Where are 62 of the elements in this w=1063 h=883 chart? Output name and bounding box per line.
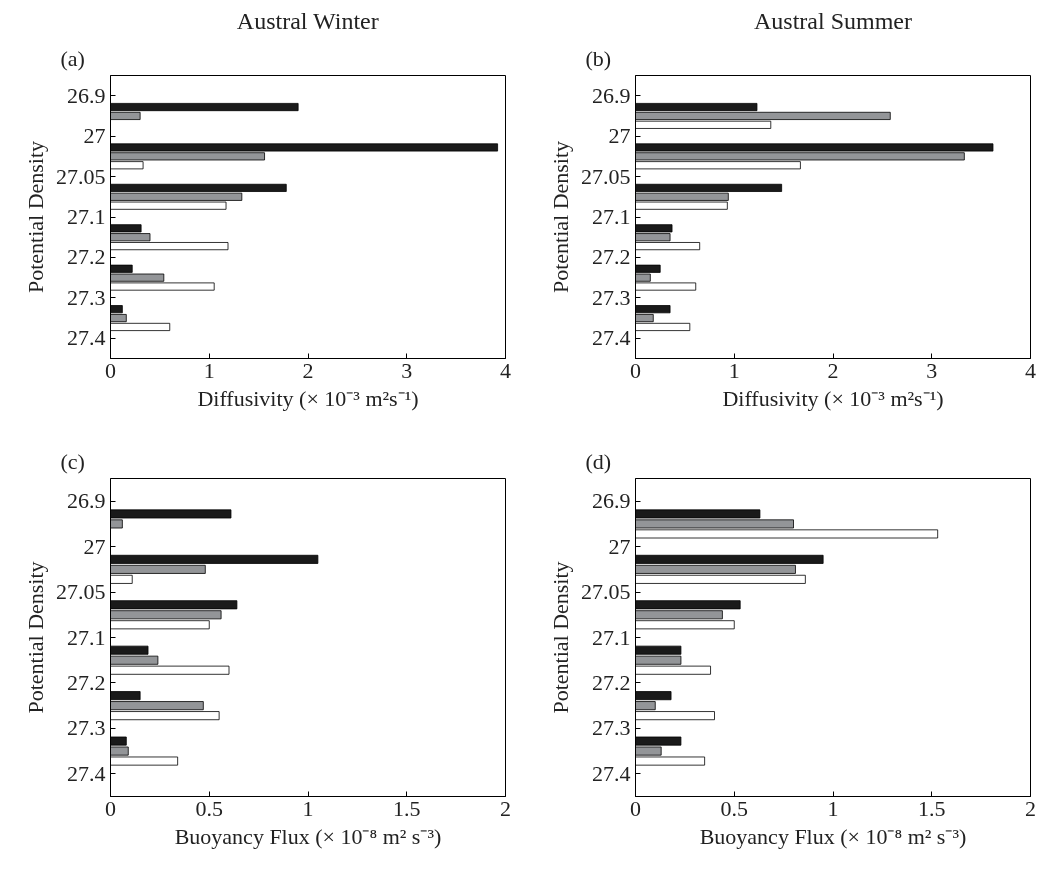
x-tick-label: 1.5 xyxy=(393,795,421,821)
x-tick-label: 3 xyxy=(926,357,938,383)
x-tick-label: 1 xyxy=(827,795,839,821)
y-tick-label: 27.05 xyxy=(581,163,631,189)
y-tick-label: 26.9 xyxy=(67,488,106,514)
y-tick-label: 27.4 xyxy=(592,760,631,786)
x-tick-label: 0.5 xyxy=(195,795,223,821)
y-tick-label: 27.05 xyxy=(581,579,631,605)
x-tick-label: 1 xyxy=(728,357,740,383)
x-axis-title: Buoyancy Flux (× 10⁻⁸ m² s⁻³) xyxy=(699,823,967,849)
chart-title: Austral Winter xyxy=(236,7,379,34)
y-tick-label: 27 xyxy=(83,123,106,149)
y-tick-label: 27.2 xyxy=(67,244,106,270)
x-axis-title: Diffusivity (× 10⁻³ m²s⁻¹) xyxy=(722,385,944,411)
text: (b) xyxy=(585,45,612,71)
y-axis-title: Potential Density xyxy=(548,561,573,714)
y-tick-label: 27.2 xyxy=(592,244,631,270)
y-tick-label: 26.9 xyxy=(592,488,631,514)
y-tick-label: 27.05 xyxy=(56,163,106,189)
chart-title: Austral Summer xyxy=(754,7,912,34)
x-tick-label: 0 xyxy=(105,357,116,383)
y-tick-label: 27 xyxy=(608,533,631,559)
y-tick-label: 27.05 xyxy=(56,579,106,605)
x-tick-label: 4 xyxy=(1025,357,1036,383)
y-axis-title: Potential Density xyxy=(23,561,48,714)
y-tick-label: 26.9 xyxy=(592,82,631,108)
y-tick-label: 27.4 xyxy=(67,760,106,786)
y-tick-label: 27.1 xyxy=(592,204,631,229)
x-tick-label: 1 xyxy=(203,357,215,383)
y-tick-label: 27.1 xyxy=(592,624,631,650)
x-tick-label: 2 xyxy=(500,795,511,821)
x-tick-label: 2 xyxy=(1025,795,1036,821)
text: (c) xyxy=(60,448,85,474)
text: (a) xyxy=(60,45,85,71)
x-tick-label: 0 xyxy=(630,357,641,383)
x-tick-label: 2 xyxy=(827,357,839,383)
x-axis-title: Buoyancy Flux (× 10⁻⁸ m² s⁻³) xyxy=(174,823,442,849)
y-tick-label: 27 xyxy=(608,123,631,149)
y-tick-label: 27.3 xyxy=(592,284,631,310)
x-tick-label: 1.5 xyxy=(918,795,946,821)
y-tick-label: 27.2 xyxy=(592,669,631,695)
y-axis-title: Potential Density xyxy=(548,140,573,294)
y-tick-label: 27.3 xyxy=(592,715,631,741)
x-tick-label: 2 xyxy=(302,357,314,383)
x-tick-label: 3 xyxy=(401,357,413,383)
x-tick-label: 0.5 xyxy=(720,795,748,821)
y-tick-label: 26.9 xyxy=(67,82,106,108)
x-tick-label: 1 xyxy=(302,795,314,821)
y-tick-label: 27.4 xyxy=(592,325,631,351)
y-tick-label: 27.1 xyxy=(67,624,106,650)
y-tick-label: 27.4 xyxy=(67,325,106,351)
y-tick-label: 27.2 xyxy=(67,669,106,695)
y-tick-label: 27.3 xyxy=(67,284,106,310)
y-axis-title: Potential Density xyxy=(23,140,48,294)
x-tick-label: 0 xyxy=(105,795,116,821)
y-tick-label: 27.3 xyxy=(67,715,106,741)
x-axis-title: Diffusivity (× 10⁻³ m²s⁻¹) xyxy=(197,385,419,411)
y-tick-label: 27.1 xyxy=(67,204,106,229)
x-tick-label: 4 xyxy=(500,357,511,383)
x-tick-label: 0 xyxy=(630,795,641,821)
y-tick-label: 27 xyxy=(83,533,106,559)
text: (d) xyxy=(585,448,612,474)
